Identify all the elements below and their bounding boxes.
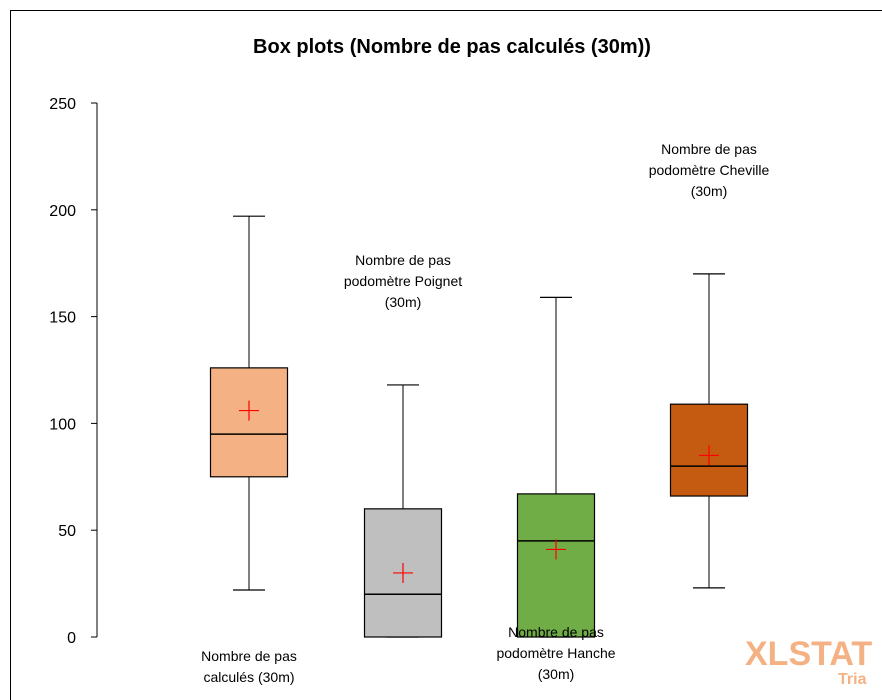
series-label-line: podomètre Poignet — [344, 273, 462, 289]
y-axis-ticks: 0 50 100 150 200 250 — [49, 96, 97, 647]
box-series-2 — [363, 384, 443, 638]
series-label-1: Nombre de pas calculés (30m) — [201, 648, 297, 685]
series-label-line: podomètre Hanche — [496, 645, 615, 661]
mean-marker — [239, 400, 259, 421]
chart-title: Box plots (Nombre de pas calculés (30m)) — [253, 36, 651, 58]
series-label-line: Nombre de pas — [355, 252, 451, 268]
y-tick-label: 100 — [49, 416, 76, 433]
series-label-line: calculés (30m) — [203, 669, 294, 685]
box-series — [209, 215, 749, 638]
iqr-box — [209, 367, 289, 478]
mean-marker — [393, 562, 413, 583]
series-label-line: Nombre de pas — [508, 624, 604, 640]
series-labels: Nombre de pas calculés (30m)Nombre de pas… — [201, 141, 769, 685]
series-label-4: Nombre de pas podomètre Cheville (30m) — [649, 141, 770, 199]
y-tick-label: 250 — [49, 96, 76, 113]
y-tick-label: 50 — [58, 523, 76, 540]
series-label-line: (30m) — [691, 183, 728, 199]
series-label-line: (30m) — [385, 294, 422, 310]
box-series-4 — [669, 273, 749, 589]
series-label-3: Nombre de pas podomètre Hanche (30m) — [496, 624, 615, 682]
iqr-box — [516, 493, 596, 638]
y-tick-label: 150 — [49, 310, 76, 327]
mean-marker — [546, 539, 566, 560]
series-label-line: Nombre de pas — [661, 141, 757, 157]
box-series-1 — [209, 215, 289, 591]
xlstat-logo-sub: Tria — [838, 671, 867, 686]
series-label-line: Nombre de pas — [201, 648, 297, 664]
series-label-line: podomètre Cheville — [649, 162, 770, 178]
box-series-3 — [516, 296, 596, 638]
mean-marker — [699, 445, 719, 466]
y-tick-label: 0 — [67, 630, 76, 647]
series-label-line: (30m) — [538, 666, 575, 682]
chart-frame — [10, 10, 882, 700]
y-tick-label: 200 — [49, 203, 76, 220]
xlstat-logo: XLSTAT — [745, 635, 872, 673]
series-label-2: Nombre de pas podomètre Poignet (30m) — [344, 252, 462, 310]
